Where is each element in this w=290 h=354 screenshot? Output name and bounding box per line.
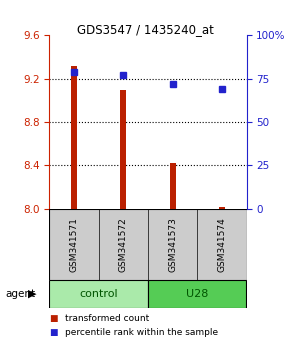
Text: control: control xyxy=(79,289,118,299)
Bar xyxy=(148,280,246,308)
Text: transformed count: transformed count xyxy=(65,314,150,323)
Text: GSM341573: GSM341573 xyxy=(168,217,177,272)
Text: percentile rank within the sample: percentile rank within the sample xyxy=(65,327,218,337)
Text: GSM341571: GSM341571 xyxy=(69,217,79,272)
Bar xyxy=(219,207,225,209)
Bar xyxy=(71,66,77,209)
Text: GDS3547 / 1435240_at: GDS3547 / 1435240_at xyxy=(77,23,213,36)
Bar xyxy=(170,163,175,209)
Text: U28: U28 xyxy=(186,289,209,299)
Text: ▶: ▶ xyxy=(28,289,36,299)
Bar xyxy=(120,90,126,209)
Text: ■: ■ xyxy=(49,327,58,337)
Bar xyxy=(49,280,148,308)
Text: GSM341572: GSM341572 xyxy=(119,217,128,272)
Text: ■: ■ xyxy=(49,314,58,323)
Text: GSM341574: GSM341574 xyxy=(217,217,226,272)
Text: agent: agent xyxy=(6,289,36,299)
